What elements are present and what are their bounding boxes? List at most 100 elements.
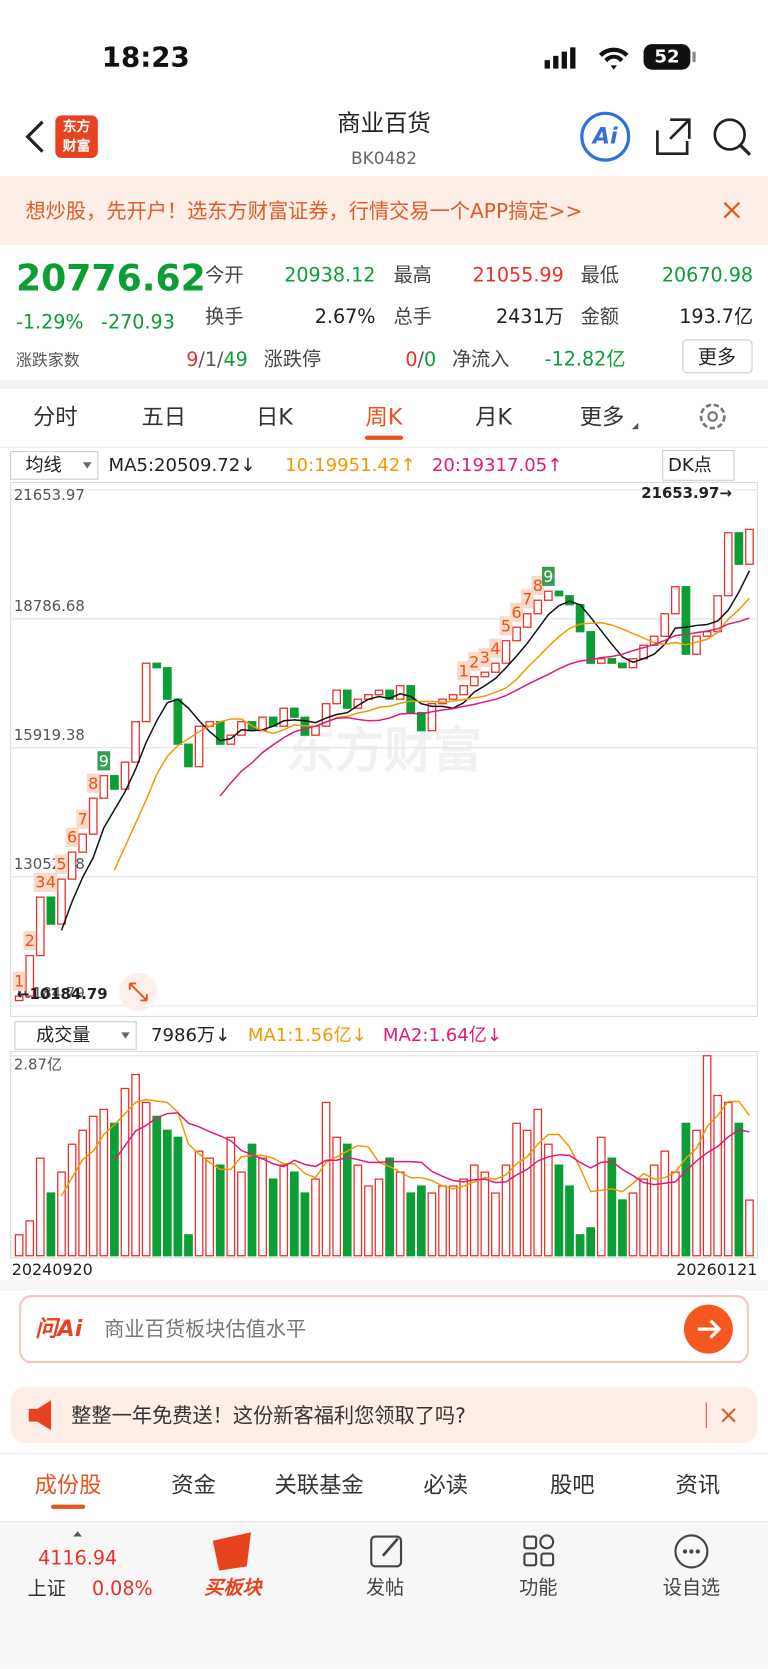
volume-bar: [416, 1185, 426, 1257]
volume-bar: [723, 1101, 733, 1257]
post-icon[interactable]: [370, 1535, 403, 1568]
field-value: 2431万: [496, 305, 564, 328]
period-tab[interactable]: 月K: [475, 405, 513, 431]
candle: [723, 532, 733, 597]
volume-bar: [184, 1234, 193, 1257]
banner-bg: [0, 176, 768, 246]
volume-bar: [25, 1220, 35, 1257]
candle: [713, 595, 723, 633]
candle: [554, 590, 564, 597]
candle: [660, 613, 670, 637]
ma-selector[interactable]: [10, 451, 99, 480]
td-label: 9: [99, 751, 109, 770]
candle: [152, 662, 162, 669]
share-button[interactable]: [656, 118, 691, 156]
section-tab[interactable]: 关联基金: [274, 1472, 363, 1498]
td-label: 6: [67, 828, 77, 847]
td-badge: [489, 638, 502, 658]
nav-item[interactable]: 发帖: [366, 1576, 404, 1599]
candle: [120, 761, 130, 790]
candle: [67, 851, 77, 880]
logo-text: 财富: [63, 137, 91, 154]
volume-bar: [332, 1136, 342, 1257]
candle: [692, 635, 701, 655]
battery-level: 52: [654, 46, 679, 67]
breadth-part: 1: [205, 348, 217, 371]
td-badge: [531, 575, 545, 595]
y-tick-label: 2.87亿: [14, 1055, 62, 1073]
section-tab[interactable]: 资金: [171, 1472, 216, 1498]
ma-line: [60, 570, 751, 931]
field-label: 最低: [581, 263, 619, 286]
field-value: 20938.12: [284, 263, 375, 286]
candle: [141, 662, 151, 723]
candle: [385, 689, 394, 700]
candle: [406, 685, 416, 714]
section-tab[interactable]: 必读: [423, 1472, 468, 1498]
candle: [628, 658, 638, 669]
ma-legend: 20:19317.05↑: [432, 455, 563, 476]
candle: [46, 896, 56, 925]
y-tick-label: 18786.68: [14, 597, 85, 615]
ai-button[interactable]: [580, 111, 631, 162]
nav-item[interactable]: 买板块: [204, 1576, 263, 1599]
volume-bar: [501, 1164, 511, 1257]
section-tab[interactable]: 股吧: [550, 1472, 595, 1498]
td-label: 2: [469, 652, 479, 671]
nav-item[interactable]: 功能: [519, 1576, 557, 1599]
volume-bar: [141, 1101, 151, 1257]
volume-bar: [469, 1164, 479, 1257]
volume-bar: [67, 1143, 77, 1257]
candle: [501, 640, 511, 664]
volume-selector[interactable]: [14, 1021, 137, 1050]
megaphone-icon: [28, 1400, 52, 1431]
watchlist-icon[interactable]: [674, 1534, 709, 1569]
candle: [702, 631, 712, 637]
period-tab[interactable]: 日K: [256, 405, 294, 431]
banner-close[interactable]: [723, 201, 741, 219]
ai-box[interactable]: [19, 1295, 749, 1364]
function-icon[interactable]: [523, 1534, 555, 1567]
td-label: 4: [46, 873, 56, 892]
settings-icon[interactable]: [699, 403, 726, 430]
candle: [279, 707, 289, 727]
volume-bar: [88, 1115, 98, 1257]
min-label: ←10184.79: [17, 985, 108, 1003]
volume-bar: [448, 1185, 458, 1257]
period-tab[interactable]: 五日: [141, 405, 186, 431]
dk-button[interactable]: [662, 449, 735, 481]
field-value: 2.67%: [315, 305, 376, 328]
volume-legend: MA2:1.64亿↓: [383, 1025, 502, 1046]
candle: [57, 878, 66, 925]
candle: [110, 775, 119, 790]
buy-icon[interactable]: [212, 1532, 252, 1571]
td-badge: [520, 589, 534, 609]
candle: [35, 896, 45, 957]
search-button[interactable]: [713, 118, 752, 156]
candle: [88, 797, 98, 835]
back-button[interactable]: [25, 120, 44, 153]
section-tab[interactable]: 成份股: [35, 1472, 102, 1498]
breadth-part: 49: [224, 348, 248, 371]
volume-bar: [311, 1178, 320, 1257]
divider: [0, 380, 768, 389]
volume-bar: [660, 1150, 670, 1257]
volume-bar: [99, 1108, 109, 1257]
more-button[interactable]: [682, 339, 753, 374]
candle: [596, 658, 606, 664]
candle: [491, 662, 500, 673]
section-tab[interactable]: 资讯: [675, 1472, 720, 1498]
candle: [533, 599, 543, 615]
promo-close[interactable]: [721, 1408, 736, 1423]
period-tab[interactable]: 分时: [33, 405, 78, 431]
nav-item[interactable]: 设自选: [663, 1576, 720, 1599]
x-label: 20260121: [676, 1260, 757, 1279]
nav-bg: [0, 1521, 768, 1669]
period-tab[interactable]: 更多: [580, 405, 625, 431]
candle: [734, 532, 744, 565]
volume-bar: [639, 1178, 648, 1257]
field-value: 193.7亿: [679, 305, 753, 328]
candle: [416, 712, 426, 732]
promo-bg[interactable]: [10, 1386, 758, 1443]
period-tab[interactable]: 周K: [366, 405, 404, 431]
